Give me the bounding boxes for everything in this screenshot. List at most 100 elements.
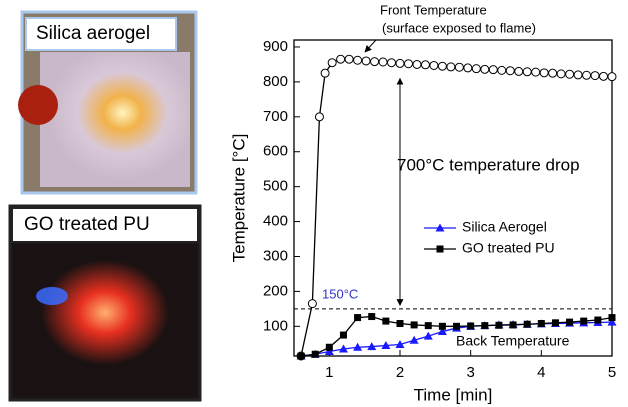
data-point (396, 320, 404, 328)
data-point (580, 317, 588, 325)
data-point (381, 341, 391, 350)
data-point (387, 58, 397, 68)
data-point (412, 59, 422, 69)
data-point (471, 64, 481, 74)
data-point (367, 342, 377, 351)
data-point (505, 66, 515, 76)
plot-frame (293, 39, 613, 357)
data-point (437, 327, 447, 336)
series-line (300, 58, 613, 357)
data-point (353, 55, 363, 65)
x-axis-label: Time [min] (414, 385, 493, 404)
data-point (382, 317, 390, 325)
data-point (590, 71, 600, 81)
data-point (551, 319, 559, 327)
data-point (523, 320, 531, 328)
data-point (488, 65, 498, 75)
data-point (324, 346, 334, 355)
data-point (454, 62, 464, 72)
y-tick-label: 500 (263, 178, 288, 195)
data-point (453, 322, 461, 330)
data-point (424, 322, 432, 330)
data-point (423, 331, 433, 340)
data-point (420, 60, 430, 70)
y-tick-label: 900 (263, 38, 288, 55)
data-point (395, 339, 405, 348)
y-tick-label: 400 (263, 213, 288, 230)
data-point (297, 352, 305, 360)
data-point (467, 322, 475, 330)
data-point (573, 70, 583, 80)
data-point (556, 69, 566, 79)
data-point (370, 57, 380, 67)
data-point (368, 313, 376, 321)
x-tick-label: 1 (325, 364, 333, 381)
data-point (446, 62, 456, 72)
data-point (607, 72, 617, 82)
legend-marker (435, 223, 445, 232)
x-tick-label: 4 (537, 364, 545, 381)
y-tick-label: 700 (263, 108, 288, 125)
annotation: 700°C temperature drop (397, 155, 580, 174)
data-point (539, 68, 549, 78)
data-point (509, 321, 517, 329)
data-point (409, 335, 419, 344)
data-point (565, 69, 575, 79)
annotation-pointer (364, 39, 377, 53)
data-point (344, 54, 354, 64)
data-point (429, 60, 439, 70)
data-point (481, 322, 489, 330)
x-tick-label: 2 (396, 364, 404, 381)
y-tick-label: 100 (263, 317, 288, 334)
data-point (320, 68, 330, 78)
photo-panel: GO treated PU (8, 204, 202, 402)
photo-panel: Silica aerogel (18, 10, 198, 195)
y-tick-label: 200 (263, 282, 288, 299)
data-point (463, 63, 473, 73)
data-point (339, 331, 347, 339)
data-point (378, 57, 388, 67)
y-tick-label: 600 (263, 143, 288, 160)
data-point (497, 65, 507, 75)
y-tick-label: 300 (263, 247, 288, 264)
data-point (599, 71, 609, 81)
data-point (361, 56, 371, 66)
y-tick-label: 800 (263, 73, 288, 90)
data-point (566, 318, 574, 326)
legend-marker (436, 245, 444, 253)
data-point (314, 112, 324, 122)
data-point (548, 68, 558, 78)
data-point (594, 316, 602, 324)
legend-label: GO treated PU (462, 240, 555, 256)
data-point (495, 321, 503, 329)
data-point (311, 350, 319, 358)
x-tick-label: 3 (466, 364, 474, 381)
data-point (327, 58, 337, 68)
y-axis-label: Temperature [°C] (229, 134, 248, 263)
panel-label: Silica aerogel (36, 23, 150, 44)
legend-label: Silica Aerogel (462, 219, 547, 235)
data-point (537, 320, 545, 328)
data-point (410, 321, 418, 329)
data-point (325, 343, 333, 351)
data-point (437, 61, 447, 71)
reference-label: 150°C (322, 286, 358, 301)
x-tick-label: 5 (608, 364, 616, 381)
data-point (338, 344, 348, 353)
data-point (353, 342, 363, 351)
annotation: Back Temperature (456, 333, 570, 349)
data-point (307, 299, 317, 309)
data-point (531, 67, 541, 77)
data-point (336, 54, 346, 64)
annotation: Front Temperature (380, 2, 487, 17)
data-point (608, 314, 616, 322)
data-point (395, 58, 405, 68)
data-point (582, 70, 592, 80)
data-point (354, 314, 362, 322)
data-point (607, 317, 617, 326)
data-point (403, 59, 413, 69)
data-point (522, 67, 532, 77)
chart: 1 2 3 4 5 100 200 300 400 500 600 700 800 900 Time [mi… (229, 2, 617, 404)
annotation: (surface exposed to flame) (382, 20, 536, 35)
